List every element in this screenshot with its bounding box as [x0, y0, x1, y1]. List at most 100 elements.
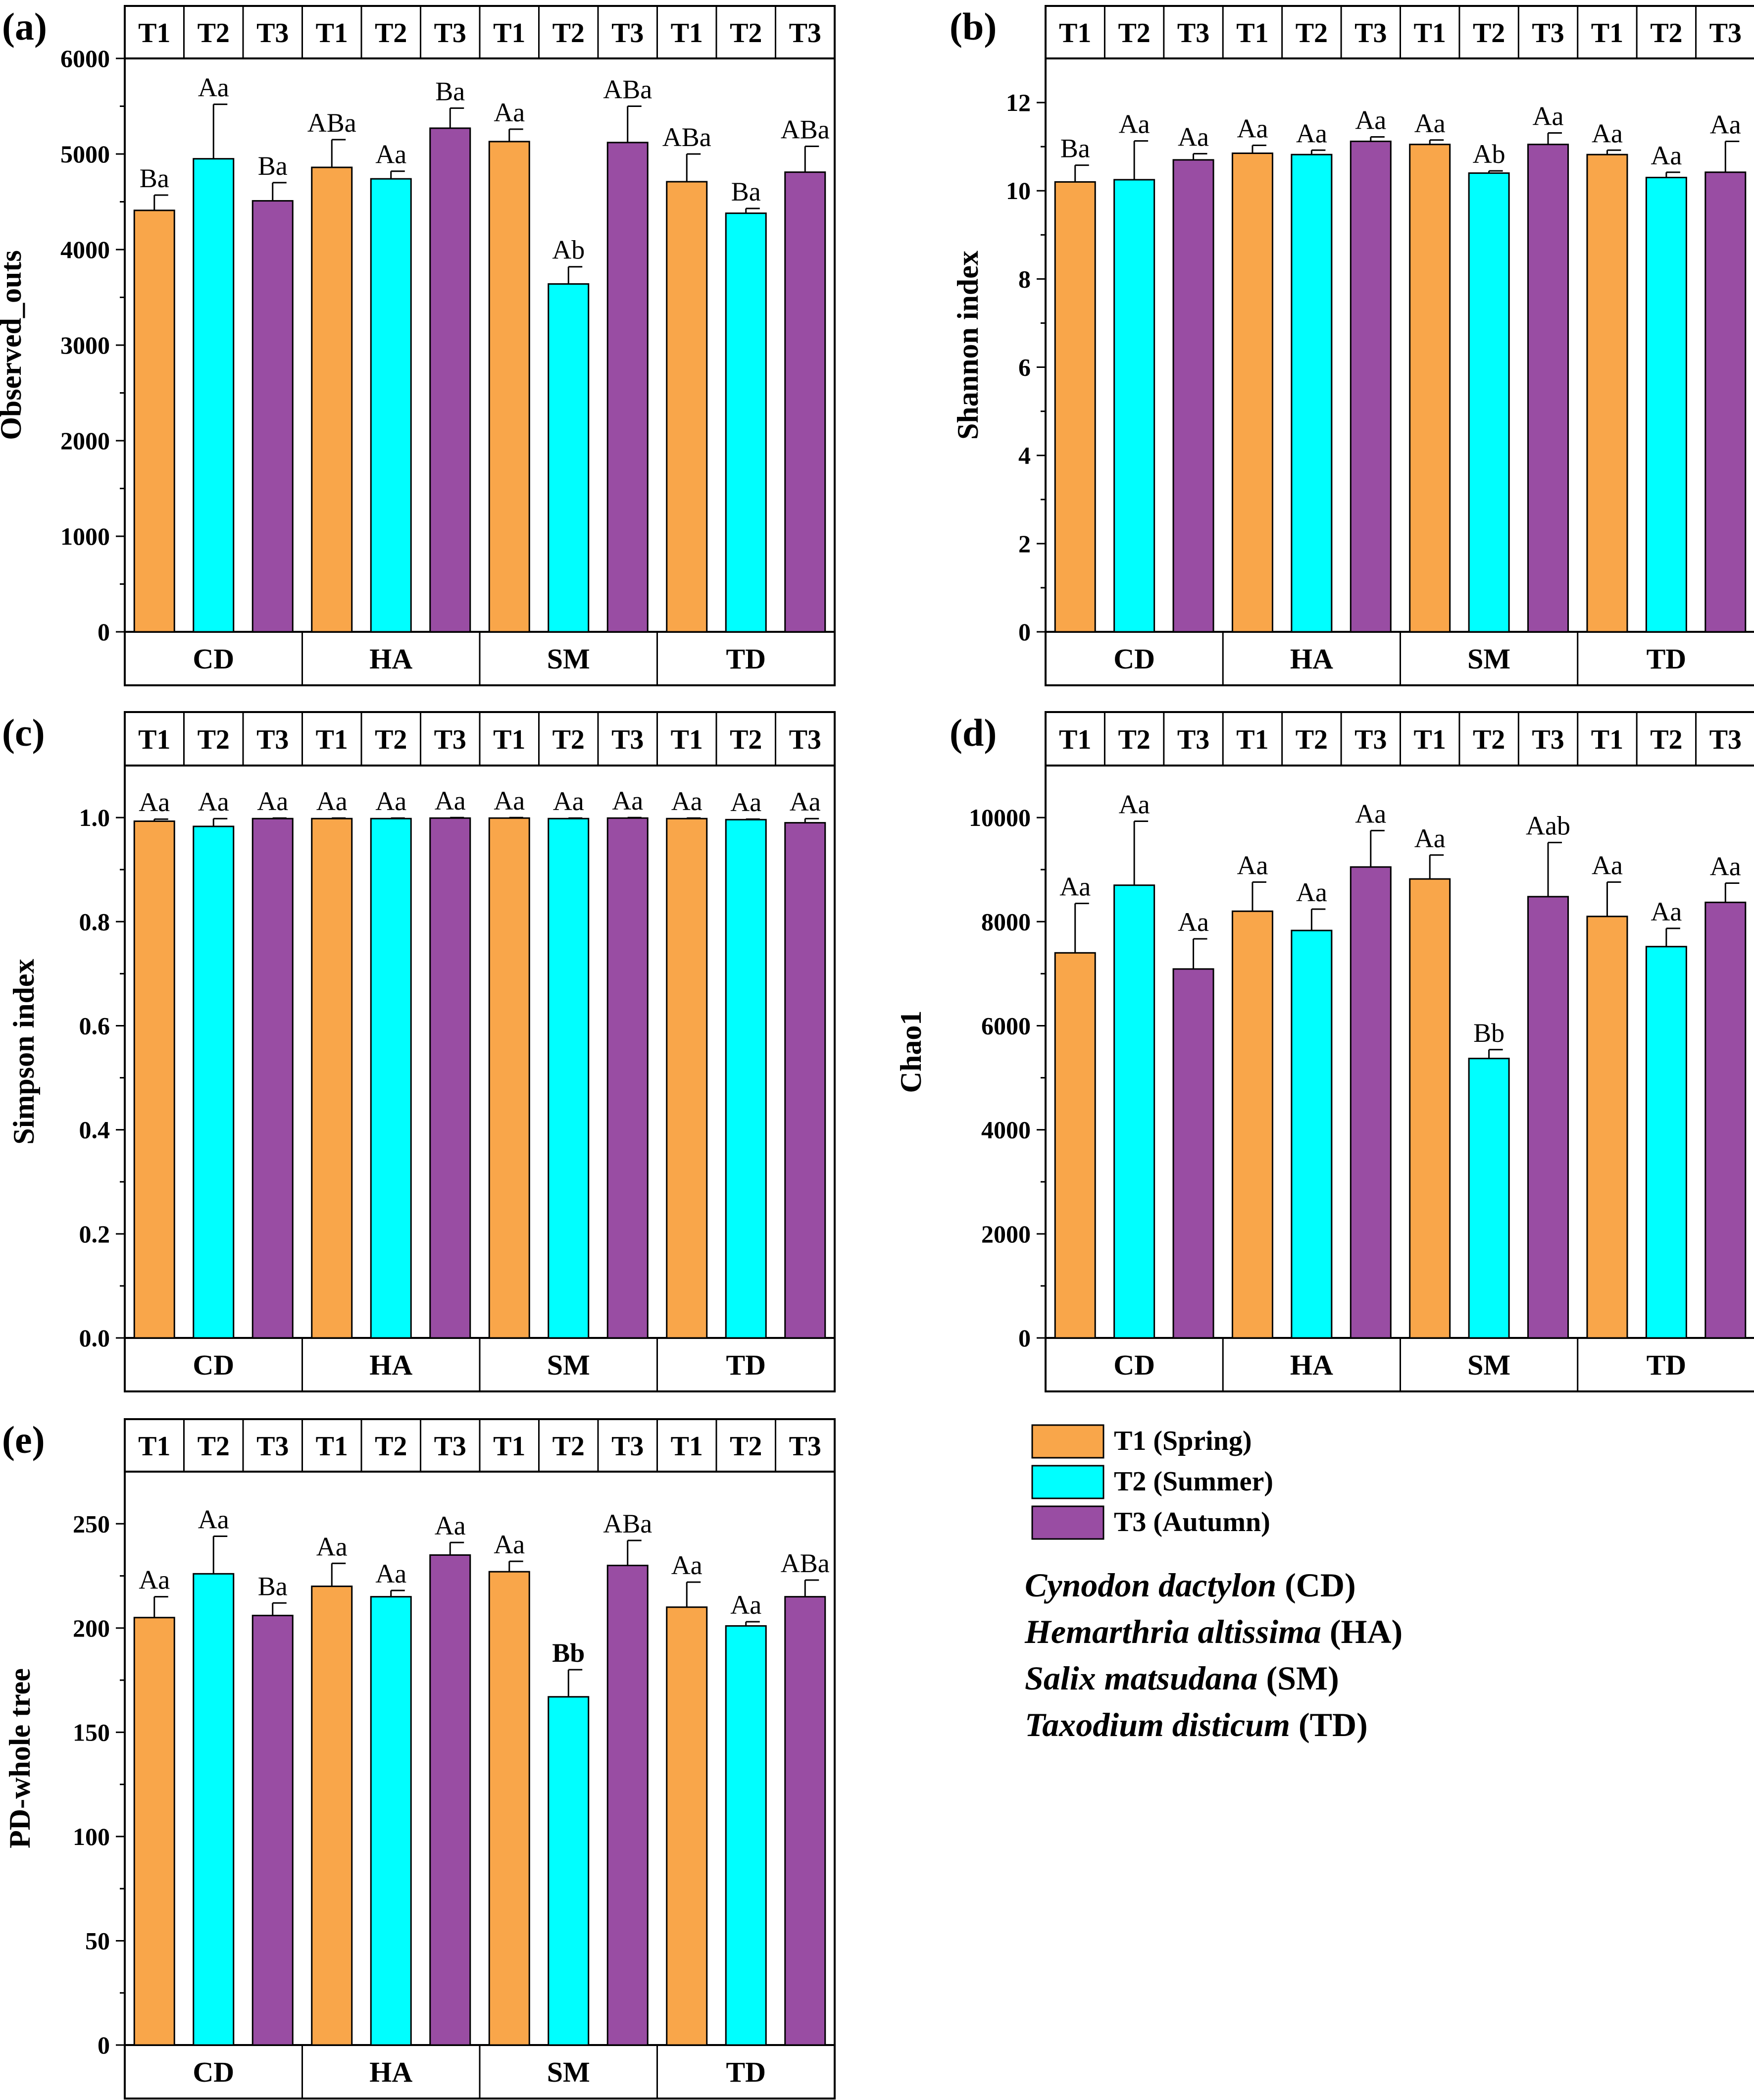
bar-ha-t2	[370, 1596, 412, 2046]
bar-cd-t1	[133, 209, 175, 633]
bar-ha-t3	[429, 1554, 471, 2046]
y-tick-label: 1.0	[79, 804, 110, 831]
y-tick-label: 2000	[60, 427, 110, 455]
y-tick-label: 6000	[981, 1012, 1031, 1039]
season-header-t3: T3	[1709, 724, 1742, 755]
season-header-t1: T1	[671, 18, 703, 49]
legend-swatch-t3	[1031, 1505, 1104, 1540]
y-tick-label: 0.8	[79, 908, 110, 935]
season-header-t3: T3	[789, 18, 821, 49]
significance-label: Aa	[316, 786, 348, 816]
significance-label: Aa	[1414, 108, 1446, 138]
significance-label: Aa	[1237, 850, 1268, 880]
group-label-td: TD	[1647, 643, 1687, 675]
bar-td-t3	[784, 171, 826, 633]
species-legend-line: Taxodium disticum (TD)	[1025, 1706, 1368, 1743]
season-header-t3: T3	[434, 1431, 466, 1462]
season-header-t1: T1	[138, 1431, 170, 1462]
significance-label: Aa	[1355, 799, 1386, 828]
bar-sm-t2	[1468, 172, 1510, 633]
season-header-t2: T2	[552, 1431, 585, 1462]
y-tick-label: 0.0	[79, 1324, 110, 1352]
season-header-t2: T2	[198, 18, 230, 49]
species-legend-line: Cynodon dactylon (CD)	[1025, 1566, 1356, 1604]
season-header-t3: T3	[1177, 18, 1209, 49]
season-header-t2: T2	[730, 18, 762, 49]
season-header-t3: T3	[611, 1431, 644, 1462]
significance-label: Ab	[552, 235, 585, 265]
bar-cd-t1	[133, 820, 175, 1339]
significance-label: Ba	[1060, 134, 1090, 163]
season-header-t3: T3	[1709, 18, 1742, 49]
significance-label: Bb	[552, 1638, 585, 1668]
significance-label: Aa	[494, 98, 525, 127]
group-label-cd: CD	[193, 2056, 234, 2088]
y-tick-label: 0.6	[79, 1012, 110, 1039]
y-axis-label: Shannon index	[952, 251, 984, 440]
bar-sm-t2	[548, 818, 590, 1339]
season-header-t1: T1	[493, 724, 525, 755]
bar-td-t1	[666, 818, 708, 1339]
significance-label: ABa	[781, 1548, 830, 1578]
bar-cd-t2	[193, 158, 235, 633]
group-label-cd: CD	[193, 643, 234, 675]
season-header-t1: T1	[493, 1431, 525, 1462]
y-tick-label: 2000	[981, 1220, 1031, 1248]
group-label-ha: HA	[369, 643, 412, 675]
season-header-t3: T3	[611, 18, 644, 49]
group-label-cd: CD	[193, 1349, 234, 1381]
y-tick-label: 4000	[981, 1116, 1031, 1144]
bar-sm-t3	[1527, 896, 1569, 1339]
group-label-ha: HA	[1290, 643, 1333, 675]
bar-sm-t1	[1409, 144, 1451, 633]
significance-label: Aa	[316, 1532, 348, 1561]
bar-td-t3	[1704, 171, 1747, 633]
species-abbreviation: (HA)	[1330, 1613, 1403, 1650]
significance-label: Ba	[435, 76, 465, 106]
group-label-cd: CD	[1113, 643, 1155, 675]
bar-td-t3	[1704, 901, 1747, 1339]
season-header-t2: T2	[552, 18, 585, 49]
season-header-t2: T2	[198, 1431, 230, 1462]
season-header-t2: T2	[1650, 18, 1682, 49]
season-header-t1: T1	[671, 724, 703, 755]
significance-label: Bb	[1473, 1018, 1504, 1048]
significance-label: Aa	[1119, 789, 1150, 819]
panel-label: (e)	[2, 1418, 45, 1461]
legend-label-t3: T3 (Autumn)	[1114, 1507, 1270, 1537]
bar-sm-t3	[1527, 144, 1569, 633]
significance-label: ABa	[603, 1509, 652, 1538]
season-header-t2: T2	[1118, 18, 1150, 49]
significance-label: Aa	[1592, 850, 1623, 880]
bar-cd-t3	[1172, 159, 1214, 633]
y-tick-label: 250	[73, 1510, 110, 1537]
y-tick-label: 4	[1018, 442, 1031, 469]
y-tick-label: 0.4	[79, 1116, 110, 1144]
season-header-t1: T1	[1414, 18, 1446, 49]
bar-td-t1	[666, 1606, 708, 2046]
season-header-t3: T3	[256, 18, 289, 49]
significance-label: Aa	[435, 786, 466, 816]
group-label-sm: SM	[547, 2056, 590, 2088]
season-header-t2: T2	[730, 1431, 762, 1462]
season-header-t1: T1	[493, 18, 525, 49]
season-header-t3: T3	[1532, 18, 1564, 49]
group-label-cd: CD	[1113, 1349, 1155, 1381]
y-axis-label: Chao1	[895, 1011, 927, 1093]
group-label-sm: SM	[547, 1349, 590, 1381]
species-abbreviation: (CD)	[1285, 1566, 1356, 1604]
species-abbreviation: (SM)	[1266, 1659, 1339, 1697]
significance-label: Aa	[257, 786, 288, 816]
season-header-t2: T2	[375, 18, 407, 49]
bar-sm-t1	[488, 1571, 530, 2046]
bar-ha-t3	[429, 817, 471, 1339]
significance-label: Aa	[671, 786, 702, 816]
significance-label: Aa	[198, 787, 229, 817]
bar-sm-t3	[606, 817, 649, 1339]
bar-cd-t3	[251, 818, 294, 1339]
significance-label: Aa	[790, 787, 821, 817]
y-tick-label: 8	[1018, 265, 1031, 293]
season-header-t3: T3	[434, 18, 466, 49]
group-label-ha: HA	[369, 2056, 412, 2088]
